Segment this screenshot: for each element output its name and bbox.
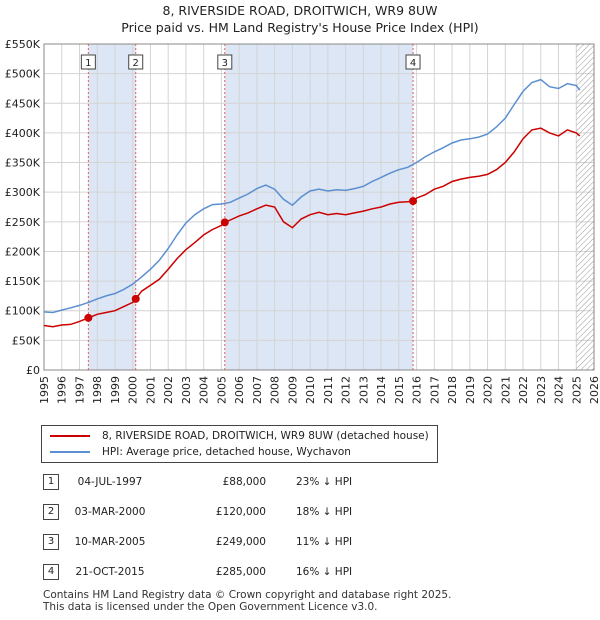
x-tick-label: 2002 <box>162 376 175 404</box>
y-tick-label: £400K <box>5 127 41 140</box>
sale-hpi-diff: 18% ↓ HPI <box>296 506 353 518</box>
x-tick-label: 2003 <box>180 376 193 404</box>
x-tick-label: 2014 <box>375 376 388 404</box>
x-tick-label: 2001 <box>144 376 157 404</box>
x-tick-label: 2005 <box>215 376 228 404</box>
legend-swatch-property <box>50 435 90 437</box>
y-tick-label: £150K <box>5 275 41 288</box>
forecast-hatch <box>576 44 594 370</box>
legend-label-property: 8, RIVERSIDE ROAD, DROITWICH, WR9 8UW (d… <box>102 430 429 442</box>
x-tick-label: 2012 <box>340 376 353 404</box>
x-tick-label: 2006 <box>233 376 246 404</box>
x-tick-label: 2015 <box>393 376 406 404</box>
sale-date: 21-OCT-2015 <box>75 566 145 578</box>
legend-item-hpi: HPI: Average price, detached house, Wych… <box>50 444 351 460</box>
chart-subtitle: Price paid vs. HM Land Registry's House … <box>121 20 479 35</box>
x-tick-label: 2010 <box>304 376 317 404</box>
price-chart: 1 2 3 4 £0 £50K £100K £150K £200K £250K £300K £350K… <box>5 38 600 404</box>
plot-border <box>43 43 595 371</box>
x-tick-label: 1999 <box>109 376 122 404</box>
x-tick-label: 2018 <box>446 376 459 404</box>
x-tick-label: 2009 <box>286 376 299 404</box>
x-tick-label: 2022 <box>517 376 530 404</box>
sale-hpi-diff: 23% ↓ HPI <box>296 476 353 488</box>
y-tick-label: £50K <box>12 334 41 347</box>
x-tick-label: 2013 <box>357 376 370 404</box>
sale-marker-box <box>405 54 421 70</box>
sale-hpi-diff: 16% ↓ HPI <box>296 566 353 578</box>
y-tick-label: £0 <box>26 364 40 377</box>
x-tick-label: 1998 <box>91 376 104 404</box>
y-tick-label: £450K <box>5 97 41 110</box>
sale-hpi-diff: 11% ↓ HPI <box>296 536 353 548</box>
y-tick-label: £100K <box>5 305 41 318</box>
sale-number-badge: 3 <box>43 534 59 550</box>
x-tick-label: 2000 <box>127 376 140 404</box>
sale-marker-box <box>128 54 144 70</box>
x-tick-label: 2011 <box>322 376 335 404</box>
sale-marker-label: 4 <box>410 58 416 69</box>
chart-title: 8, RIVERSIDE ROAD, DROITWICH, WR9 8UW <box>162 3 438 18</box>
sale-point <box>220 218 229 227</box>
sale-point <box>84 313 93 322</box>
sale-number-badge: 2 <box>43 504 59 520</box>
x-tick-label: 2007 <box>251 376 264 404</box>
x-tick-label: 1996 <box>56 376 69 404</box>
x-tick-label: 2004 <box>198 376 211 404</box>
sale-price: £120,000 <box>215 506 266 518</box>
sale-marker-label: 2 <box>133 58 139 69</box>
table-row: 2 03-MAR-2000 £120,000 18% ↓ HPI <box>0 504 600 524</box>
sale-marker-label: 1 <box>85 58 91 69</box>
y-tick-label: £200K <box>5 245 41 258</box>
legend-label-hpi: HPI: Average price, detached house, Wych… <box>102 446 351 458</box>
y-tick-label: £350K <box>5 157 41 170</box>
x-tick-label: 2025 <box>570 376 583 404</box>
x-tick-label: 2020 <box>482 376 495 404</box>
table-row: 4 21-OCT-2015 £285,000 16% ↓ HPI <box>0 564 600 584</box>
legend-swatch-hpi <box>50 451 90 453</box>
x-tick-label: 2008 <box>269 376 282 404</box>
y-tick-label: £550K <box>5 38 41 51</box>
sale-number-badge: 1 <box>43 474 59 490</box>
sale-point <box>131 294 140 303</box>
x-tick-label: 2017 <box>428 376 441 404</box>
x-tick-label: 1995 <box>38 376 51 404</box>
chart-legend: 8, RIVERSIDE ROAD, DROITWICH, WR9 8UW (d… <box>41 425 438 463</box>
y-tick-label: £500K <box>5 68 41 81</box>
y-tick-label: £250K <box>5 216 41 229</box>
sale-point <box>409 197 418 206</box>
x-tick-label: 2019 <box>464 376 477 404</box>
sale-price: £249,000 <box>215 536 266 548</box>
footer-licence: This data is licensed under the Open Gov… <box>43 601 378 613</box>
shaded-period <box>88 44 136 370</box>
y-tick-label: £300K <box>5 186 41 199</box>
x-tick-label: 2026 <box>588 376 600 404</box>
x-tick-label: 1997 <box>73 376 86 404</box>
table-row: 3 10-MAR-2005 £249,000 11% ↓ HPI <box>0 534 600 554</box>
sale-marker-box <box>80 54 96 70</box>
sale-date: 04-JUL-1997 <box>77 476 143 488</box>
x-tick-label: 2024 <box>553 376 566 404</box>
table-row: 1 04-JUL-1997 £88,000 23% ↓ HPI <box>0 474 600 494</box>
sale-price: £88,000 <box>222 476 266 488</box>
footer-copyright: Contains HM Land Registry data © Crown c… <box>43 589 452 601</box>
sale-number-badge: 4 <box>43 564 59 580</box>
legend-item-property: 8, RIVERSIDE ROAD, DROITWICH, WR9 8UW (d… <box>50 428 429 444</box>
sale-price: £285,000 <box>215 566 266 578</box>
x-tick-label: 2023 <box>535 376 548 404</box>
sale-date: 10-MAR-2005 <box>74 536 146 548</box>
x-tick-label: 2021 <box>499 376 512 404</box>
shaded-period <box>224 44 414 370</box>
hpi-line <box>43 78 581 314</box>
sale-marker-box <box>217 54 233 70</box>
sale-marker-label: 3 <box>222 58 228 69</box>
x-tick-label: 2016 <box>411 376 424 404</box>
sale-date: 03-MAR-2000 <box>74 506 146 518</box>
